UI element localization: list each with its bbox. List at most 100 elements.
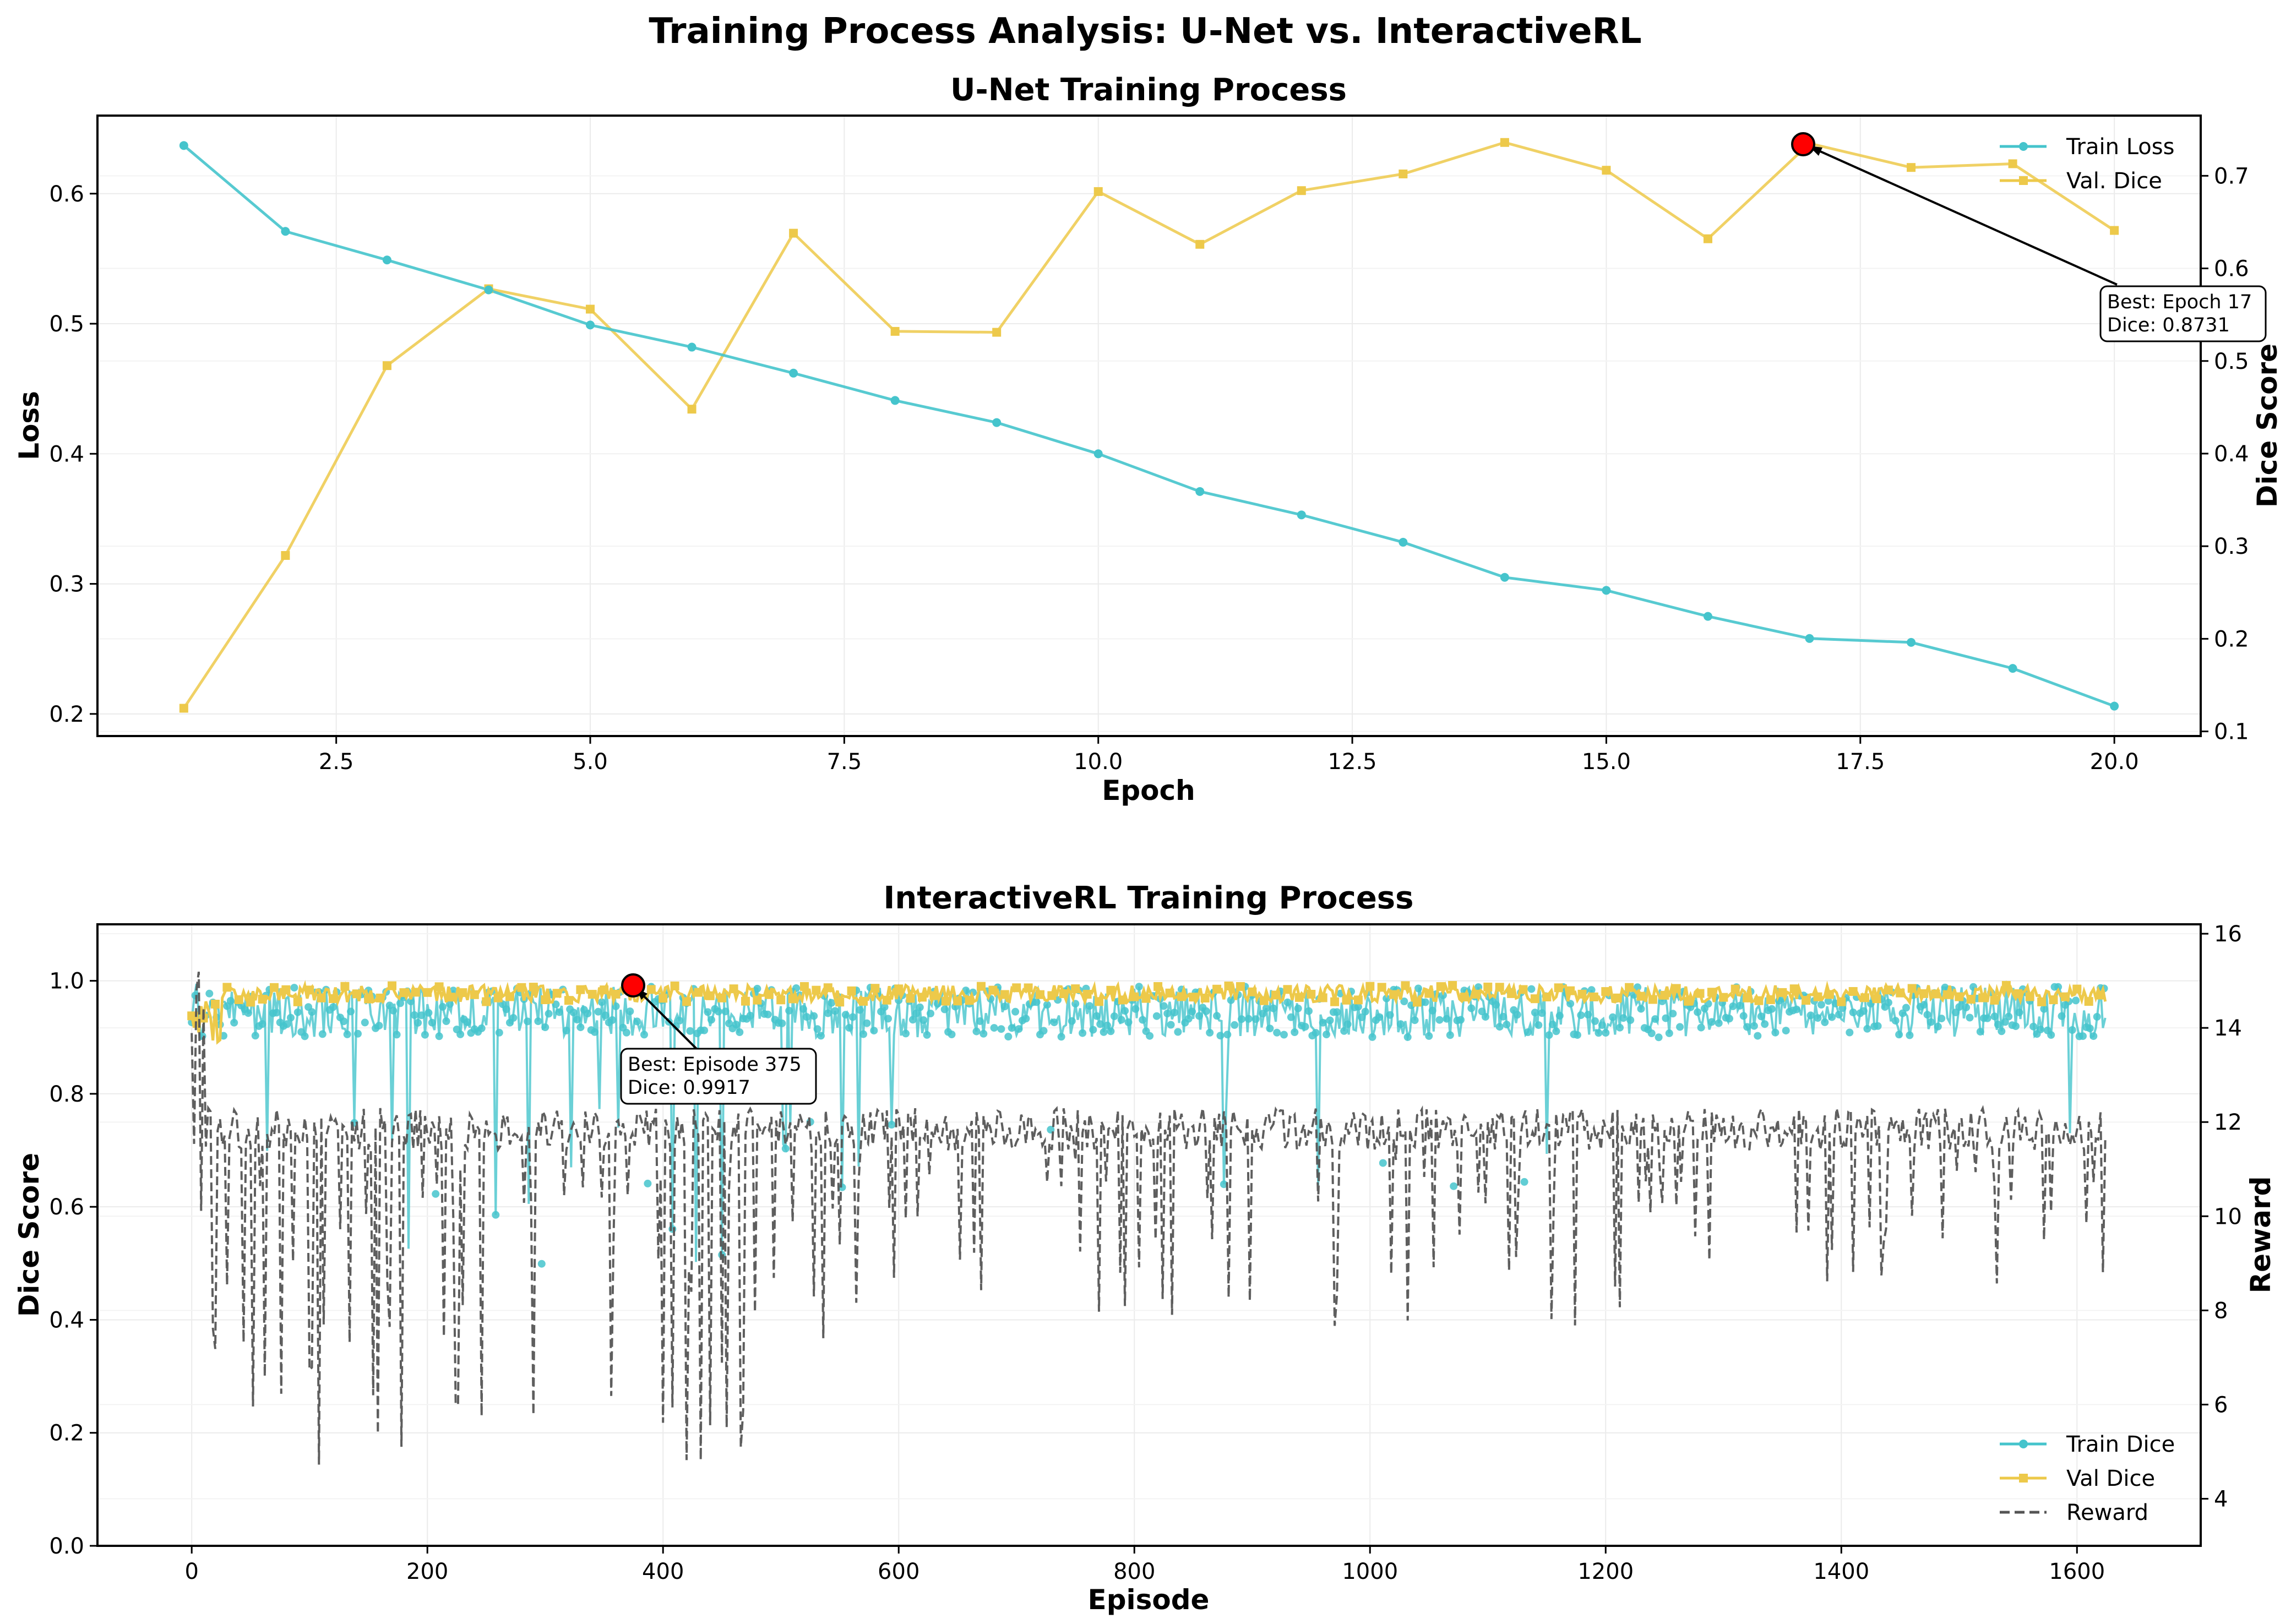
train-dice-point xyxy=(597,998,606,1006)
val-dice-rl-point xyxy=(258,995,267,1004)
train-dice-point xyxy=(1782,1027,1790,1035)
train-dice-point xyxy=(293,1008,302,1016)
unet-panel: U-Net Training Process 2.5 5.0 7.5 10.0 12.5… xyxy=(13,72,2283,806)
train-dice-point xyxy=(1259,1010,1267,1018)
train-dice-point xyxy=(1294,1004,1302,1012)
train-dice-point xyxy=(1806,1011,1815,1020)
train-dice-point xyxy=(425,1009,433,1017)
train-dice-point xyxy=(1333,1008,1341,1016)
train-loss-point xyxy=(179,141,188,150)
train-loss-point xyxy=(992,418,1002,427)
train-dice-point xyxy=(1849,1009,1857,1016)
val-dice-rl-point xyxy=(470,990,479,999)
train-dice-point xyxy=(432,1190,440,1198)
train-dice-point xyxy=(1184,1015,1193,1023)
val-dice-rl-point xyxy=(894,984,904,994)
legend-train-loss-label: Train Loss xyxy=(2066,134,2174,160)
val-dice-rl-point xyxy=(364,994,373,1004)
y2-tick-label: 16 xyxy=(2214,922,2242,947)
train-dice-point xyxy=(2058,1012,2066,1020)
train-dice-point xyxy=(591,1028,599,1036)
train-dice-point xyxy=(1079,1029,1087,1037)
best-epoch-box xyxy=(2099,285,2267,342)
train-dice-point xyxy=(492,1211,500,1219)
train-dice-point xyxy=(1124,1018,1133,1026)
val-dice-rl-point xyxy=(270,983,279,992)
val-dice-rl-point xyxy=(1566,986,1575,995)
val-dice-point xyxy=(1602,166,1611,175)
val-dice-point xyxy=(179,704,188,713)
val-dice-rl-point xyxy=(352,989,361,999)
val-dice-rl-point xyxy=(1307,990,1316,999)
unet-legend: Train Loss Val. Dice xyxy=(2000,134,2174,194)
train-dice-point xyxy=(1655,1033,1663,1042)
train-dice-point xyxy=(1814,1014,1822,1022)
train-dice-point xyxy=(1383,994,1391,1002)
train-dice-point xyxy=(916,1003,924,1011)
val-dice-rl-point xyxy=(977,982,986,991)
train-dice-point xyxy=(1566,1000,1575,1008)
train-loss-point xyxy=(281,227,290,236)
train-dice-point xyxy=(1694,1008,1702,1016)
train-dice-point xyxy=(1368,1033,1376,1041)
y-tick-label: 0.6 xyxy=(49,1195,84,1220)
train-dice-point xyxy=(2054,983,2063,991)
val-dice-rl-point xyxy=(1907,984,1917,993)
train-dice-point xyxy=(396,999,404,1007)
train-dice-point xyxy=(1251,1015,1260,1023)
val-dice-rl-point xyxy=(1719,993,1728,1002)
val-dice-point xyxy=(1907,163,1916,172)
train-dice-point xyxy=(1697,1023,1705,1032)
train-dice-point xyxy=(1323,1031,1331,1039)
train-dice-point xyxy=(1531,1009,1539,1017)
val-dice-rl-point xyxy=(764,990,774,999)
train-dice-point xyxy=(2005,1012,2013,1021)
train-dice-point xyxy=(428,1018,436,1027)
train-dice-point xyxy=(2093,1013,2101,1021)
x-tick-label: 1600 xyxy=(2049,1559,2105,1584)
train-dice-point xyxy=(1602,1029,1610,1037)
val-dice-rl-point xyxy=(1236,982,1245,991)
y2-tick-label: 10 xyxy=(2214,1204,2242,1229)
train-dice-point xyxy=(1828,1013,1836,1021)
train-dice-point xyxy=(721,1007,730,1016)
val-dice-rl-point xyxy=(965,996,974,1005)
best-episode-box xyxy=(620,1048,817,1105)
train-dice-point xyxy=(845,1024,853,1032)
train-dice-point xyxy=(283,1020,291,1028)
train-dice-point xyxy=(273,1009,281,1017)
val-dice-point xyxy=(1500,138,1509,147)
val-dice-rl-point xyxy=(1684,996,1693,1006)
train-dice-point xyxy=(308,1008,316,1016)
train-dice-point xyxy=(1305,1007,1313,1015)
train-dice-point xyxy=(524,1017,532,1026)
best-episode-label-line1: Best: Episode 375 xyxy=(628,1054,802,1076)
x-tick-label: 7.5 xyxy=(827,749,862,775)
rl-series xyxy=(187,971,2108,1465)
val-dice-rl-point xyxy=(1118,995,1127,1005)
train-dice-point xyxy=(1584,1011,1592,1019)
train-dice-point xyxy=(870,1027,878,1035)
val-dice-rl-point xyxy=(2037,997,2047,1006)
best-episode-arrow xyxy=(639,991,698,1050)
val-dice-rl-point xyxy=(552,989,562,998)
val-dice-rl-point xyxy=(1743,993,1752,1002)
val-dice-rl-point xyxy=(659,994,668,1003)
y2-tick-label: 0.1 xyxy=(2214,720,2249,745)
train-dice-point xyxy=(708,1016,715,1024)
val-dice-rl-point xyxy=(906,994,915,1003)
val-dice-rl-point xyxy=(1165,988,1174,998)
train-dice-point xyxy=(1619,1014,1628,1022)
train-dice-point xyxy=(329,1003,337,1011)
train-dice-point xyxy=(633,1017,641,1026)
train-dice-point xyxy=(601,1011,610,1020)
val-dice-rl-point xyxy=(2096,990,2105,1000)
val-dice-rl-point xyxy=(2049,995,2058,1005)
train-dice-point xyxy=(1273,1028,1281,1037)
train-dice-point xyxy=(552,1000,560,1009)
val-dice-rl-point xyxy=(1613,993,1622,1002)
train-dice-point xyxy=(1503,1021,1511,1029)
train-dice-point xyxy=(1220,1180,1228,1189)
train-dice-point xyxy=(912,1009,921,1017)
rl-best-annotation: Best: Episode 375 Dice: 0.9917 xyxy=(620,973,817,1105)
